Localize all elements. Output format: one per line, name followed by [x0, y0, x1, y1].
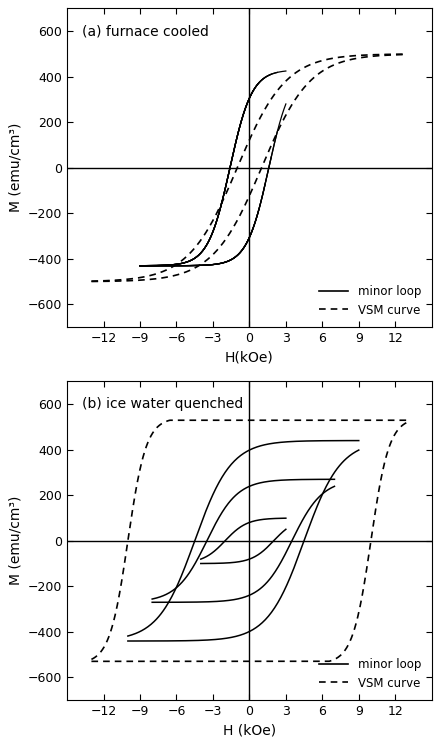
- Y-axis label: M (emu/cm³): M (emu/cm³): [8, 123, 22, 213]
- Text: (a) furnace cooled: (a) furnace cooled: [82, 25, 209, 38]
- X-axis label: H(kOe): H(kOe): [225, 351, 274, 365]
- Legend: minor loop, VSM curve: minor loop, VSM curve: [314, 280, 426, 322]
- Y-axis label: M (emu/cm³): M (emu/cm³): [8, 496, 22, 586]
- Legend: minor loop, VSM curve: minor loop, VSM curve: [314, 653, 426, 695]
- Text: (b) ice water quenched: (b) ice water quenched: [82, 398, 243, 411]
- X-axis label: H (kOe): H (kOe): [223, 724, 276, 738]
